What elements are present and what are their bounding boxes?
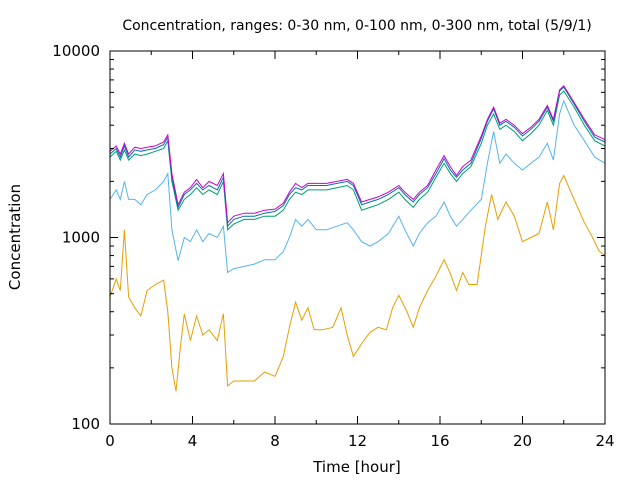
series-line-5 [109, 85, 606, 224]
series-line-2 [109, 99, 606, 274]
y-tick-label: 1000 [62, 229, 100, 247]
x-tick-label: 0 [105, 432, 115, 450]
y-axis-label: Concentration [6, 184, 24, 290]
axes: 0 4 8 12 16 20 24 100 1000 10000 [52, 42, 614, 450]
x-axis-label: Time [hour] [312, 458, 401, 476]
x-tick-label: 16 [430, 432, 449, 450]
x-tick-label: 4 [188, 432, 198, 450]
x-tick-label: 12 [348, 432, 367, 450]
series-line-1 [109, 174, 606, 392]
series-line-3 [109, 90, 606, 231]
y-tick-label: 10000 [52, 42, 100, 60]
y-tick-label: 100 [71, 415, 100, 433]
x-tick-label: 20 [513, 432, 532, 450]
chart-title: Concentration, ranges: 0-30 nm, 0-100 nm… [122, 18, 591, 34]
x-tick-label: 8 [270, 432, 280, 450]
series-line-4 [109, 86, 606, 228]
x-tick-label: 24 [595, 432, 614, 450]
series-layer [109, 85, 606, 392]
